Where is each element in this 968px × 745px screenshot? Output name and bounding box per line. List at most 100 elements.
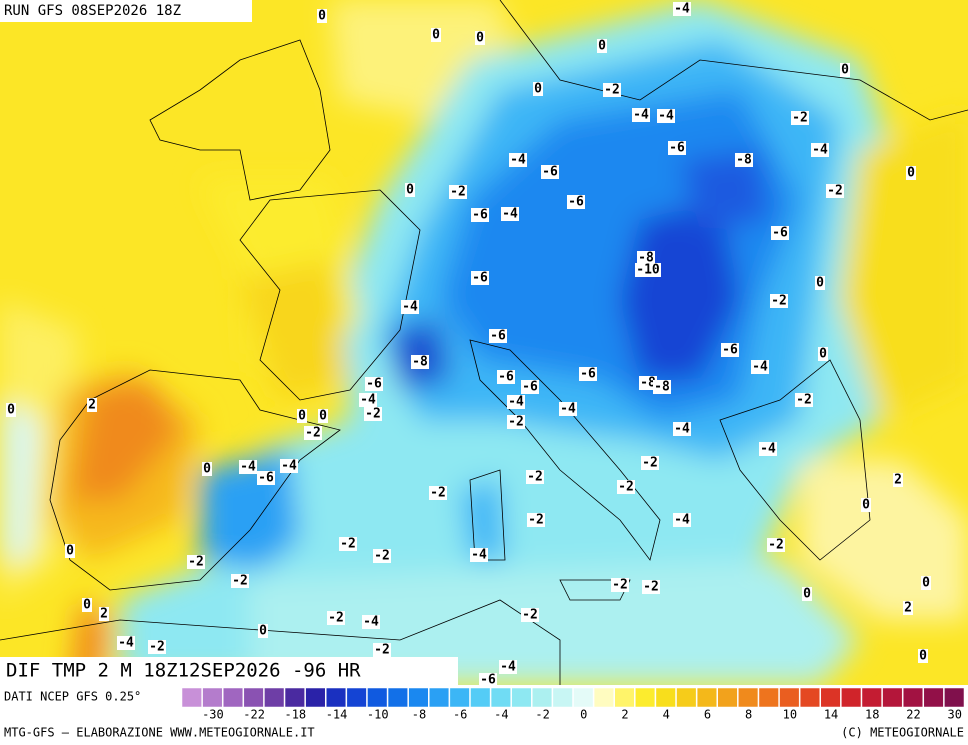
colorbar-swatch <box>532 687 553 708</box>
colorbar-swatch <box>696 687 717 708</box>
contour-label-bg <box>373 549 391 563</box>
contour-label: -6 <box>542 165 558 180</box>
contour-label: -6 <box>258 471 274 486</box>
contour-label: -2 <box>642 456 658 471</box>
contour-label: -6 <box>522 380 538 395</box>
contour-label-bg <box>770 294 788 308</box>
contour-label-bg <box>339 537 357 551</box>
contour-label: -6 <box>366 377 382 392</box>
contour-label-bg <box>373 643 391 657</box>
colorbar-swatch <box>635 687 656 708</box>
colorbar-swatch <box>552 687 573 708</box>
contour-label-bg <box>475 31 485 45</box>
contour-label-bg <box>117 636 135 650</box>
contour-label: 0 <box>907 166 915 181</box>
contour-label-bg <box>826 184 844 198</box>
colorbar-label: 6 <box>704 708 711 722</box>
contour-label: 2 <box>88 398 96 413</box>
colorbar: -30 -22 -18 -14 -10 -8 -6 -4 -2 0 2 4 6 8 10 14 18 22 30 <box>181 687 965 722</box>
contour-label-bg <box>239 460 257 474</box>
colorbar-label: 4 <box>663 708 670 722</box>
contour-label-bg <box>364 407 382 421</box>
contour-label: 0 <box>476 31 484 46</box>
contour-label: -2 <box>618 480 634 495</box>
contour-label-bg <box>597 39 607 53</box>
contour-label: -2 <box>305 426 321 441</box>
colorbar-swatch <box>470 687 491 708</box>
contour-label-bg <box>603 83 621 97</box>
contour-label: 0 <box>922 576 930 591</box>
contour-label: 0 <box>259 624 267 639</box>
contour-label: -2 <box>232 574 248 589</box>
contour-label-bg <box>673 422 691 436</box>
contour-label-bg <box>318 409 328 423</box>
contour-label-bg <box>489 329 507 343</box>
contour-label-bg <box>533 82 543 96</box>
contour-label-bg <box>527 513 545 527</box>
colorbar-swatch <box>305 687 326 708</box>
contour-label: 0 <box>319 409 327 424</box>
contour-label: -2 <box>643 580 659 595</box>
colorbar-swatch <box>655 687 676 708</box>
contour-label: -6 <box>669 141 685 156</box>
colorbar-swatch <box>779 687 800 708</box>
colorbar-swatch <box>944 687 965 708</box>
map-field <box>0 0 968 685</box>
contour-label-bg <box>304 426 322 440</box>
colorbar-label: 8 <box>745 708 752 722</box>
contour-label: -4 <box>560 402 576 417</box>
contour-label-bg <box>82 598 92 612</box>
contour-label: -2 <box>792 111 808 126</box>
contour-label: -4 <box>471 548 487 563</box>
contour-label-bg <box>470 548 488 562</box>
contour-label-bg <box>362 615 380 629</box>
colorbar-swatch <box>346 687 367 708</box>
contour-label: -4 <box>633 108 649 123</box>
contour-label-bg <box>521 380 539 394</box>
contour-label: 0 <box>318 9 326 24</box>
contour-label-bg <box>795 393 813 407</box>
contour-label: -2 <box>612 578 628 593</box>
contour-label-bg <box>918 649 928 663</box>
contour-label-bg <box>521 608 539 622</box>
colorbar-label: -22 <box>243 708 265 722</box>
contour-label-bg <box>639 376 657 390</box>
colorbar-label: 18 <box>865 708 879 722</box>
contour-label-bg <box>903 601 913 615</box>
contour-label: -2 <box>374 549 390 564</box>
contour-label-bg <box>257 471 275 485</box>
contour-label-bg <box>258 624 268 638</box>
contour-label: -4 <box>812 143 828 158</box>
colorbar-label: -6 <box>453 708 467 722</box>
contour-label: 0 <box>598 39 606 54</box>
contour-label-bg <box>559 402 577 416</box>
contour-label: -8 <box>638 251 654 266</box>
contour-label: -2 <box>827 184 843 199</box>
contour-label-bg <box>567 195 585 209</box>
contour-label-bg <box>497 370 515 384</box>
contour-label: -8 <box>412 355 428 370</box>
contour-label-bg <box>509 153 527 167</box>
contour-label: -4 <box>240 460 256 475</box>
contour-label: -2 <box>771 294 787 309</box>
contour-label: -2 <box>450 185 466 200</box>
contour-label-bg <box>861 498 871 512</box>
contour-label: -2 <box>365 407 381 422</box>
contour-label: 0 <box>7 403 15 418</box>
contour-label: -4 <box>752 360 768 375</box>
colorbar-swatch <box>758 687 779 708</box>
colorbar-swatch <box>511 687 532 708</box>
contour-label-bg <box>893 473 903 487</box>
colorbar-swatch <box>841 687 862 708</box>
contour-label-bg <box>507 415 525 429</box>
contour-label-bg <box>632 108 650 122</box>
contour-label: 0 <box>819 347 827 362</box>
contour-label-bg <box>405 183 415 197</box>
contour-label: -2 <box>430 486 446 501</box>
colorbar-swatch <box>325 687 347 708</box>
contour-label-bg <box>359 393 377 407</box>
contour-label: 0 <box>83 598 91 613</box>
header-bg <box>0 0 252 22</box>
contour-label-bg <box>653 380 671 394</box>
